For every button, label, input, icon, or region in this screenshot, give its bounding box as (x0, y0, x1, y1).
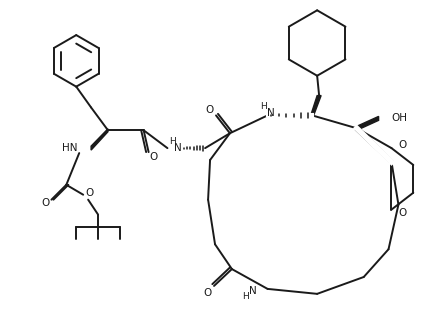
Text: O: O (203, 288, 211, 298)
Polygon shape (311, 96, 321, 115)
Polygon shape (91, 129, 108, 150)
Text: HN: HN (62, 143, 77, 153)
Text: OH: OH (392, 113, 407, 123)
Text: O: O (399, 208, 407, 218)
Text: O: O (205, 105, 213, 115)
Text: O: O (42, 198, 50, 208)
Text: H: H (243, 292, 249, 301)
Text: N: N (174, 143, 182, 153)
Text: O: O (85, 188, 93, 198)
Text: H: H (260, 102, 267, 111)
Text: H: H (169, 137, 176, 146)
Polygon shape (355, 127, 393, 162)
Text: O: O (399, 140, 407, 150)
Text: N: N (249, 286, 257, 296)
Polygon shape (357, 116, 378, 130)
Text: O: O (149, 152, 158, 162)
Text: N: N (267, 109, 274, 119)
